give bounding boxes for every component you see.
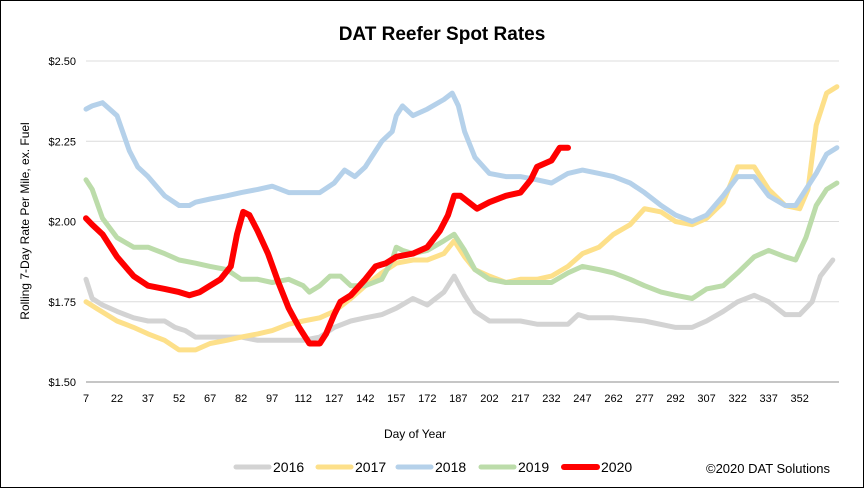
x-tick-label: 172 [418, 393, 436, 405]
x-tick-label: 82 [235, 393, 247, 405]
series-line-2020 [83, 144, 571, 347]
legend-label-2017: 2017 [355, 459, 386, 475]
x-tick-label: 67 [204, 393, 216, 405]
x-tick-label: 262 [604, 393, 622, 405]
x-tick-label: 337 [759, 393, 777, 405]
y-tick-label: $2.25 [48, 136, 76, 148]
y-tick-label: $1.75 [48, 297, 76, 309]
series-line-2016 [83, 257, 836, 343]
series-lines [83, 84, 840, 353]
x-tick-label: 22 [111, 393, 123, 405]
x-axis-ticks: 7 22 37 52 67 82 97 112 127 142 157 172 187 202 217 232… [83, 393, 809, 405]
x-tick-label: 322 [728, 393, 746, 405]
x-tick-label: 217 [511, 393, 529, 405]
chart-title: DAT Reefer Spot Rates [339, 24, 546, 45]
copyright-credit: ©2020 DAT Solutions [706, 461, 831, 476]
x-tick-label: 187 [449, 393, 467, 405]
x-tick-label: 202 [480, 393, 498, 405]
x-axis-label: Day of Year [384, 427, 446, 441]
legend-label-2019: 2019 [518, 459, 549, 475]
y-tick-label: $2.00 [48, 217, 76, 229]
x-tick-label: 97 [266, 393, 278, 405]
x-tick-label: 292 [666, 393, 684, 405]
x-tick-label: 7 [83, 393, 89, 405]
series-line-2019 [83, 177, 840, 301]
y-tick-label: $1.50 [48, 377, 76, 389]
series-line-2018 [83, 90, 840, 224]
x-tick-label: 37 [142, 393, 154, 405]
x-tick-label: 157 [387, 393, 405, 405]
x-tick-label: 127 [325, 393, 343, 405]
legend-label-2016: 2016 [273, 459, 304, 475]
legend-label-2018: 2018 [435, 459, 466, 475]
y-tick-label: $2.50 [48, 56, 76, 68]
x-tick-label: 112 [294, 393, 312, 405]
x-tick-label: 307 [697, 393, 715, 405]
x-tick-label: 52 [173, 393, 185, 405]
y-axis-ticks: $1.50 $1.75 $2.00 $2.25 $2.50 [48, 56, 76, 389]
y-axis-label: Rolling 7-Day Rate Per Mile, ex. Fuel [18, 122, 32, 319]
grid-lines [86, 60, 839, 383]
legend: 2016 2017 2018 2019 2020 [233, 459, 632, 475]
x-tick-label: 277 [635, 393, 653, 405]
x-tick-label: 247 [573, 393, 591, 405]
x-tick-label: 352 [791, 393, 809, 405]
x-tick-label: 232 [542, 393, 560, 405]
x-tick-label: 142 [356, 393, 374, 405]
legend-label-2020: 2020 [601, 459, 632, 475]
